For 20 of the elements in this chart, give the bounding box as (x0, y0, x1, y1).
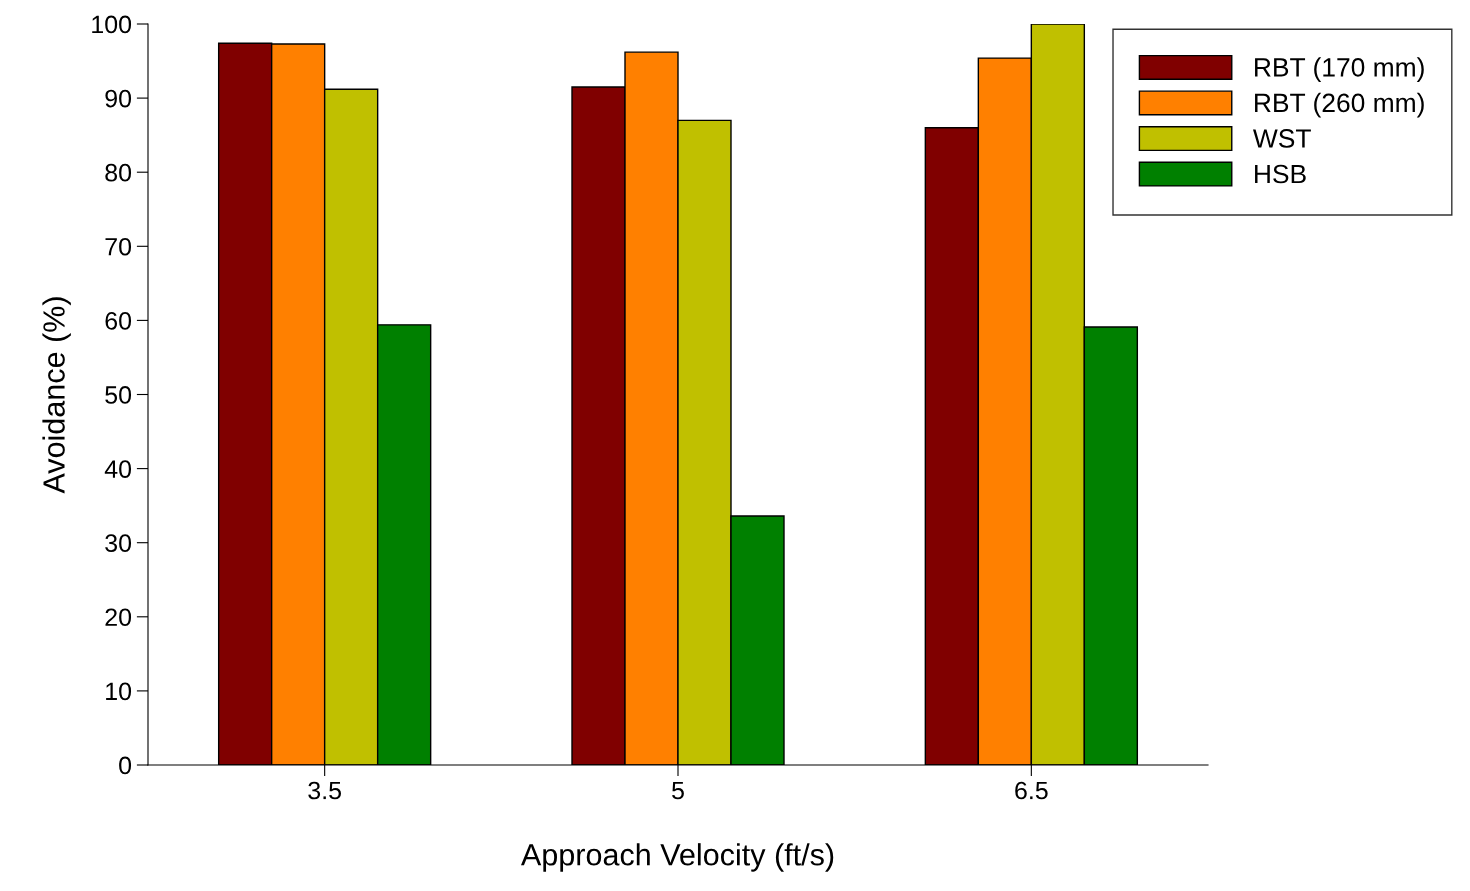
y-tick-label: 10 (106, 682, 132, 701)
y-tick-label: 20 (105, 608, 132, 627)
y-tick-label: 90 (105, 89, 132, 108)
legend-label: WST (1252, 129, 1311, 148)
x-tick-label: 5 (672, 781, 684, 800)
y-axis-title: Avoidance (%) (42, 297, 71, 494)
y-tick-label: 0 (119, 756, 132, 775)
y-tick-label: 30 (105, 534, 132, 552)
legend-label: HSB (1255, 164, 1306, 184)
y-tick-label: 40 (104, 460, 132, 478)
legend-label: RBT (260 mm) (1255, 92, 1424, 118)
legend-label: RBT (170 mm) (1255, 57, 1424, 82)
x-axis-title: Approach Velocity (ft/s) (520, 843, 834, 872)
x-tick-label: 3.5 (308, 781, 341, 800)
y-tick-label: 50 (105, 386, 132, 404)
y-tick-label: 80 (105, 163, 132, 182)
x-tick-label: 6.5 (1015, 781, 1048, 800)
y-tick-label: 60 (105, 312, 132, 330)
y-tick-label: 70 (105, 237, 132, 256)
y-tick-label: 100 (92, 15, 132, 34)
